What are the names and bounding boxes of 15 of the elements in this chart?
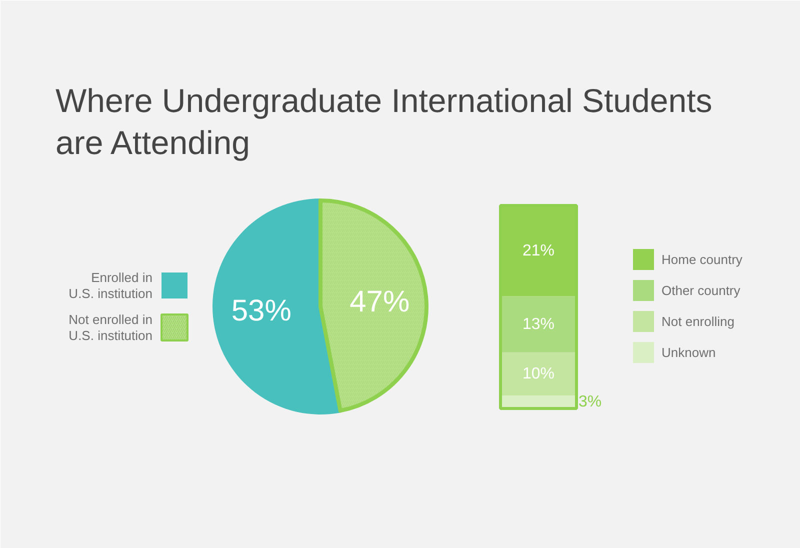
legend-label: Not enrolled in U.S. institution [68,312,153,343]
data-label: 53% [231,294,292,328]
bar [500,296,576,352]
legend-label: Enrolled in U.S. institution [68,270,153,301]
data-label: 13% [522,316,555,333]
data-label: 47% [350,285,410,318]
legend-label: Other country [662,283,741,298]
data-label: 10% [522,365,555,382]
legend-label: Not enrolling [662,314,734,329]
chart-title: Where Undergraduate International Students are Attending [56,82,712,161]
data-label: 21% [522,242,555,260]
legend-label: Home country [662,252,743,267]
bar [500,352,576,396]
data-label: 3% [578,394,602,411]
legend-label: Unknown [662,345,716,360]
